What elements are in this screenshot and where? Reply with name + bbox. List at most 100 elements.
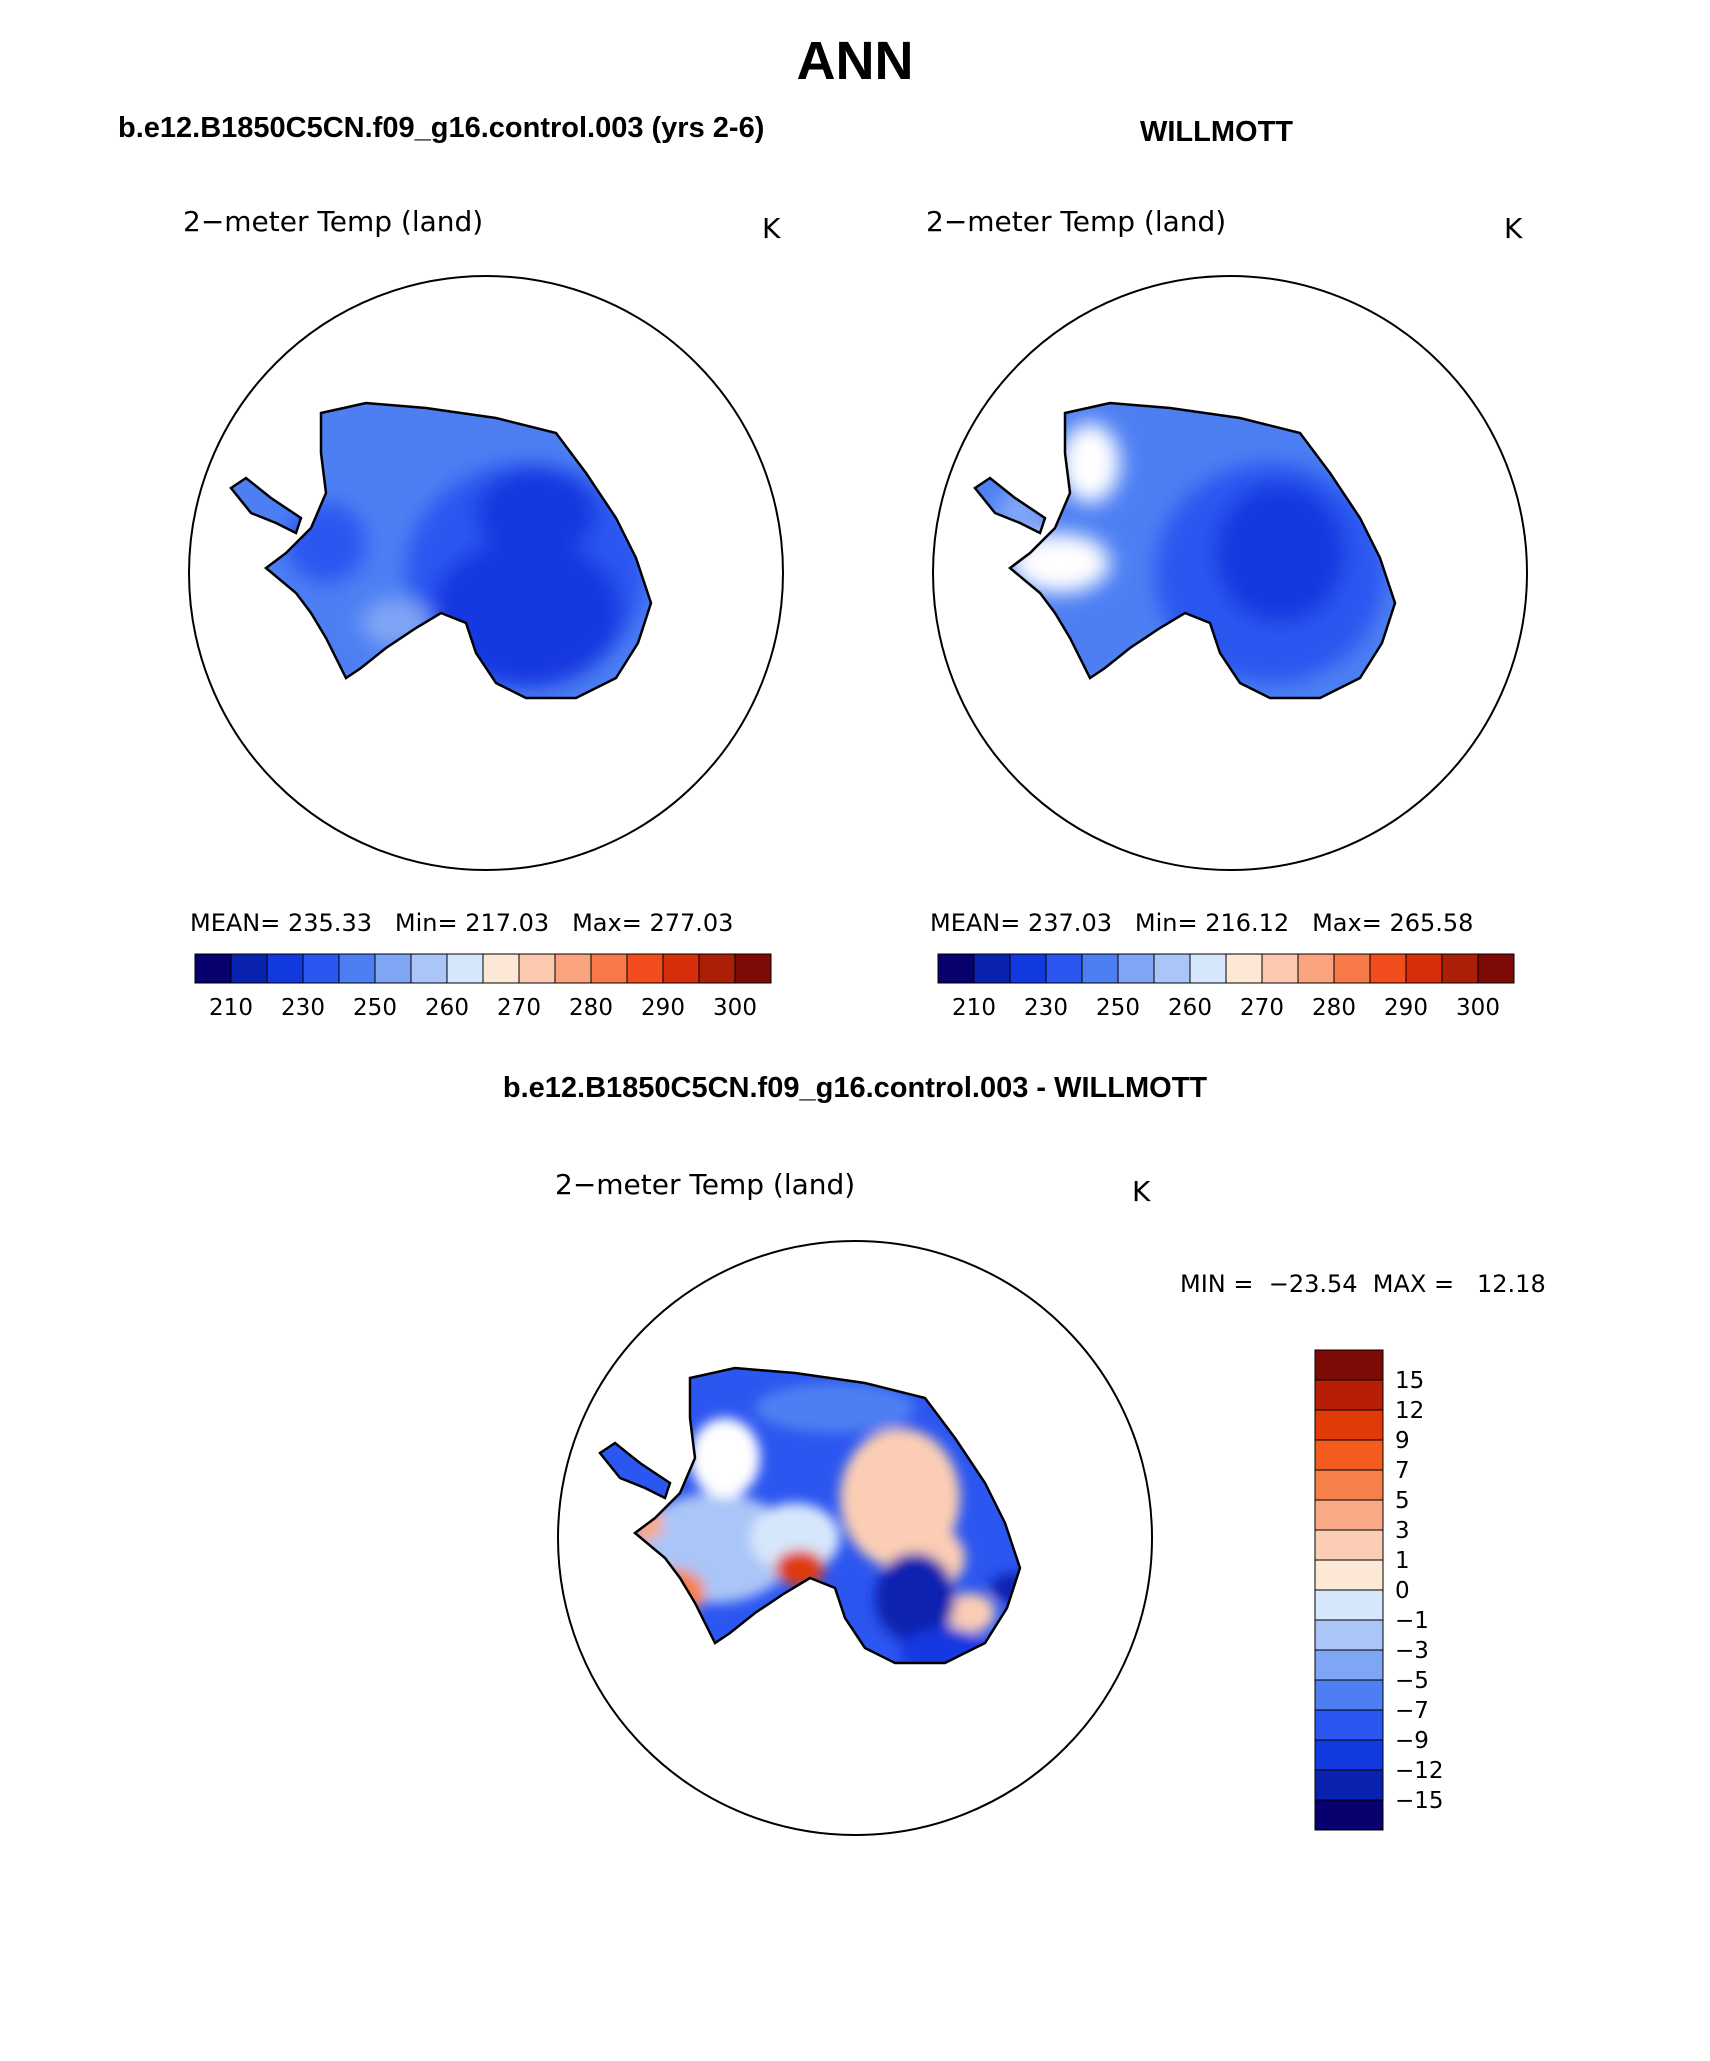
- left-mean-value: 235.33: [288, 909, 372, 937]
- colorbar-tick-label: 260: [1168, 995, 1212, 1021]
- colorbar-box: [1045, 953, 1083, 984]
- colorbar-tick-label: 7: [1395, 1458, 1410, 1484]
- colorbar-box: [1314, 1439, 1384, 1471]
- colorbar-tick-label: −12: [1395, 1758, 1444, 1784]
- colorbar-box: [1117, 953, 1155, 984]
- colorbar-box: [1314, 1649, 1384, 1681]
- colorbar-box: [1314, 1379, 1384, 1411]
- diff-colorbar: 15 12 9 7 5 3 1 0 −1 −3 −5 −7 −9 −12 −15: [1314, 1349, 1444, 1831]
- colorbar-box: [1081, 953, 1119, 984]
- colorbar-tick-label: 230: [1024, 995, 1068, 1021]
- colorbar-box: [1314, 1589, 1384, 1621]
- right-mean-value: 237.03: [1028, 909, 1112, 937]
- left-min-label: Min=: [394, 909, 458, 937]
- right-colorbar: 210 230 250 260 270 280 290 300: [937, 953, 1515, 1021]
- colorbar-box: [1314, 1679, 1384, 1711]
- colorbar-box: [1314, 1529, 1384, 1561]
- colorbar-box: [302, 953, 340, 984]
- colorbar-tick-label: 12: [1395, 1398, 1424, 1424]
- colorbar-tick-label: 210: [209, 995, 253, 1021]
- colorbar-box: [1314, 1559, 1384, 1591]
- colorbar-box: [1314, 1769, 1384, 1801]
- colorbar-box: [937, 953, 975, 984]
- colorbar-tick-label: 210: [952, 995, 996, 1021]
- left-panel-title: b.e12.B1850C5CN.f09_g16.control.003 (yrs…: [118, 112, 765, 144]
- right-mean-label: MEAN=: [930, 909, 1021, 937]
- colorbar-tick-label: 5: [1395, 1488, 1410, 1514]
- colorbar-box: [1314, 1349, 1384, 1381]
- colorbar-box: [1314, 1469, 1384, 1501]
- left-units-label: K: [762, 212, 781, 245]
- right-max-value: 265.58: [1389, 909, 1474, 937]
- colorbar-box: [626, 953, 664, 984]
- left-min-value: 217.03: [465, 909, 550, 937]
- page-title: ANN: [796, 31, 914, 91]
- colorbar-box: [374, 953, 412, 984]
- colorbar-box: [973, 953, 1011, 984]
- colorbar-box: [698, 953, 736, 984]
- colorbar-box: [1333, 953, 1371, 984]
- colorbar-tick-label: 300: [713, 995, 757, 1021]
- colorbar-box: [518, 953, 556, 984]
- diff-minmax: MIN = −23.54 MAX = 12.18: [1180, 1270, 1546, 1298]
- right-variable-label: 2−meter Temp (land): [926, 205, 1227, 238]
- colorbar-box: [230, 953, 268, 984]
- colorbar-tick-label: 280: [1312, 995, 1356, 1021]
- colorbar-tick-label: −7: [1395, 1698, 1429, 1724]
- colorbar-box: [194, 953, 232, 984]
- colorbar-tick-label: 230: [281, 995, 325, 1021]
- left-max-label: Max=: [572, 909, 642, 937]
- colorbar-box: [482, 953, 520, 984]
- colorbar-tick-label: −1: [1395, 1608, 1429, 1634]
- colorbar-tick-label: 0: [1395, 1578, 1410, 1604]
- colorbar-box: [1314, 1799, 1384, 1831]
- colorbar-tick-label: 260: [425, 995, 469, 1021]
- diff-panel-title: b.e12.B1850C5CN.f09_g16.control.003 - WI…: [502, 1072, 1208, 1104]
- left-mean-label: MEAN=: [190, 909, 281, 937]
- colorbar-box: [1153, 953, 1191, 984]
- colorbar-tick-label: −5: [1395, 1668, 1429, 1694]
- colorbar-tick-label: 250: [1096, 995, 1140, 1021]
- diff-variable-label: 2−meter Temp (land): [555, 1168, 856, 1201]
- colorbar-box: [446, 953, 484, 984]
- colorbar-box: [1314, 1619, 1384, 1651]
- left-variable-label: 2−meter Temp (land): [183, 205, 484, 238]
- colorbar-box: [1441, 953, 1479, 984]
- colorbar-box: [734, 953, 772, 984]
- colorbar-tick-label: 1: [1395, 1548, 1410, 1574]
- colorbar-box: [1314, 1739, 1384, 1771]
- colorbar-tick-label: −9: [1395, 1728, 1429, 1754]
- colorbar-tick-label: −3: [1395, 1638, 1429, 1664]
- colorbar-tick-label: 300: [1456, 995, 1500, 1021]
- right-units-label: K: [1504, 212, 1523, 245]
- right-stats: MEAN= 237.03 Min= 216.12 Max= 265.58: [930, 909, 1473, 937]
- colorbar-box: [1189, 953, 1227, 984]
- colorbar-tick-label: −15: [1395, 1788, 1444, 1814]
- colorbar-box: [338, 953, 376, 984]
- left-stats: MEAN= 235.33 Min= 217.03 Max= 277.03: [190, 909, 733, 937]
- colorbar-box: [1477, 953, 1515, 984]
- colorbar-tick-label: 290: [1384, 995, 1428, 1021]
- diff-units-label: K: [1132, 1175, 1151, 1208]
- colorbar-box: [1297, 953, 1335, 984]
- colorbar-box: [1314, 1409, 1384, 1441]
- left-colorbar: 210 230 250 260 270 280 290 300: [194, 953, 772, 1021]
- diff-map-boundary: [557, 1240, 1153, 1836]
- colorbar-tick-label: 270: [1240, 995, 1284, 1021]
- colorbar-box: [1225, 953, 1263, 984]
- colorbar-box: [590, 953, 628, 984]
- colorbar-box: [554, 953, 592, 984]
- colorbar-tick-label: 280: [569, 995, 613, 1021]
- colorbar-box: [1369, 953, 1407, 984]
- left-map-boundary: [188, 275, 784, 871]
- colorbar-box: [1261, 953, 1299, 984]
- colorbar-box: [266, 953, 304, 984]
- colorbar-tick-label: 290: [641, 995, 685, 1021]
- right-panel-title: WILLMOTT: [1140, 116, 1294, 148]
- right-min-value: 216.12: [1205, 909, 1290, 937]
- colorbar-box: [1009, 953, 1047, 984]
- colorbar-box: [662, 953, 700, 984]
- colorbar-tick-label: 270: [497, 995, 541, 1021]
- right-map-boundary: [932, 275, 1528, 871]
